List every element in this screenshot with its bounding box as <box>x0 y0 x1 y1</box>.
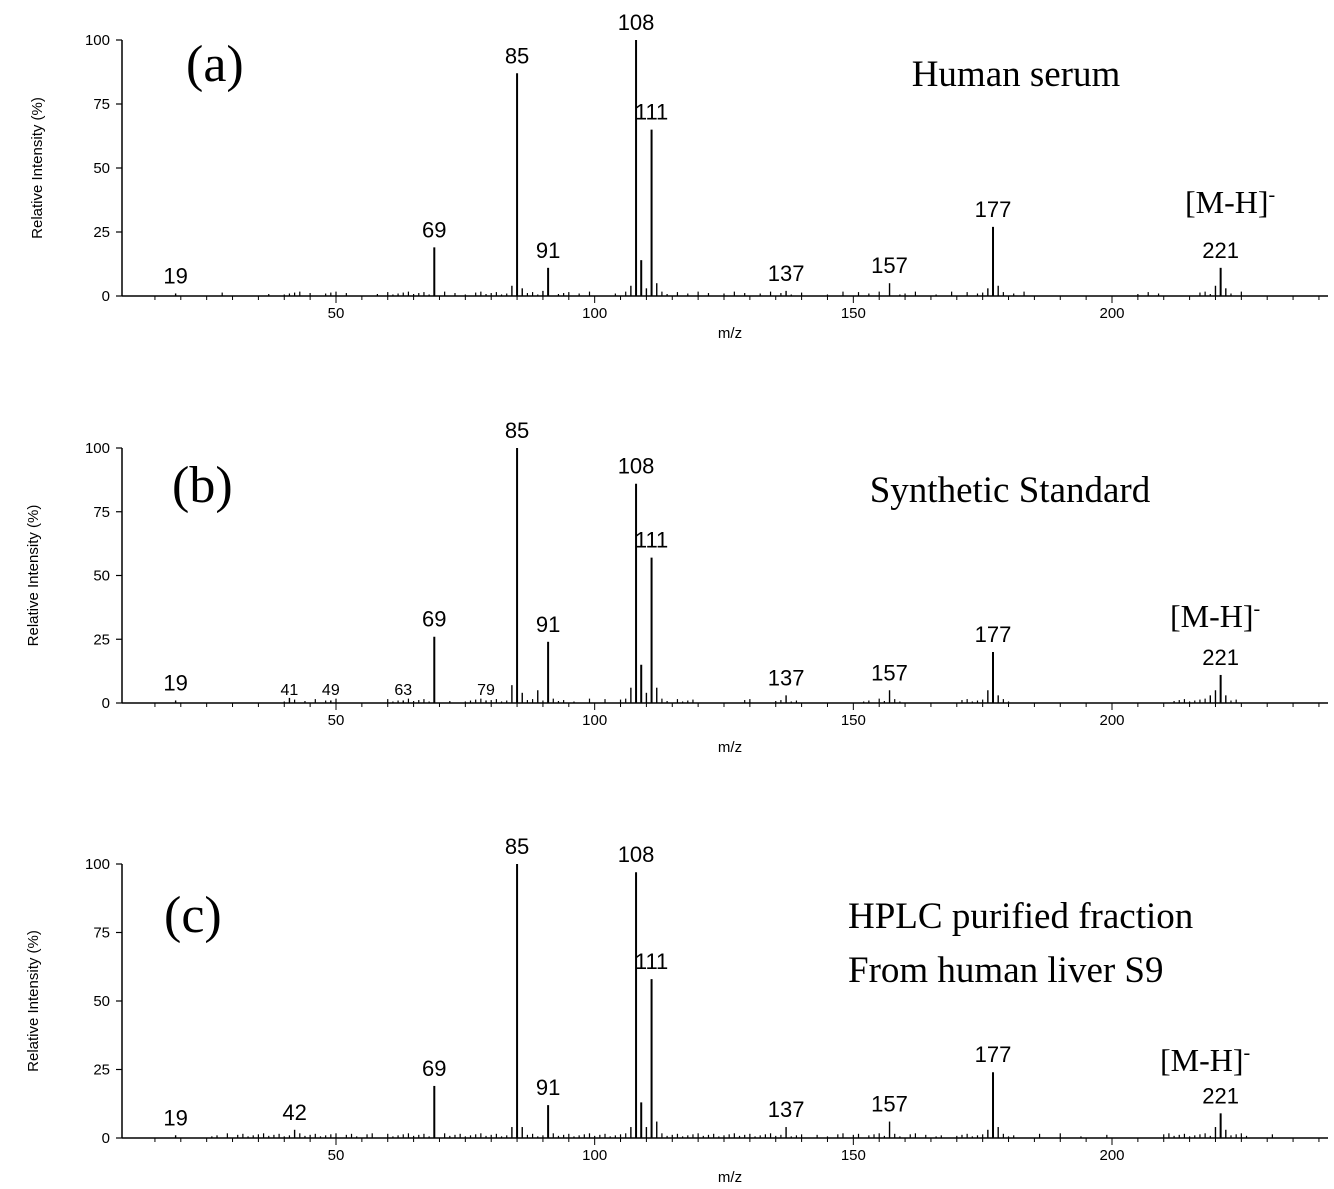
peak-label: 85 <box>505 834 529 859</box>
panel-title: HPLC purified fraction <box>848 896 1193 937</box>
peak-label: 69 <box>422 1056 446 1081</box>
peak-label: 108 <box>618 454 655 479</box>
x-axis-label: m/z <box>718 739 742 756</box>
x-tick-label: 50 <box>328 712 345 729</box>
y-tick-label: 25 <box>93 631 110 648</box>
peak-label: 69 <box>422 607 446 632</box>
peak-label: 85 <box>505 418 529 443</box>
peak-label: 63 <box>394 682 412 699</box>
x-tick-label: 50 <box>328 1147 345 1164</box>
x-tick-label: 150 <box>841 712 866 729</box>
peak-label: 137 <box>768 261 805 286</box>
ion-label-superscript: - <box>1254 598 1261 620</box>
peak-label: 85 <box>505 43 529 68</box>
x-tick-label: 100 <box>582 1147 607 1164</box>
y-tick-label: 75 <box>93 96 110 113</box>
peak-label: 49 <box>322 682 340 699</box>
spectrum-panel-b: 0 25 50 75 100 50 100 150 200 m/z Relative Intensi… <box>25 418 1328 756</box>
peak-label: 91 <box>536 612 560 637</box>
peak-label: 111 <box>635 949 668 974</box>
peak-label: 42 <box>282 1100 306 1125</box>
x-tick-label: 200 <box>1099 1147 1124 1164</box>
ion-label: [M-H]- <box>1170 598 1260 634</box>
y-tick-label: 100 <box>85 440 110 457</box>
panel-title: Synthetic Standard <box>870 470 1151 511</box>
y-tick-label: 100 <box>85 32 110 49</box>
y-tick-label: 0 <box>102 288 110 305</box>
peak-label: 69 <box>422 217 446 242</box>
peak-label: 177 <box>975 1042 1012 1067</box>
peak-label: 19 <box>163 670 187 695</box>
peak-label: 157 <box>871 1092 908 1117</box>
y-tick-label: 50 <box>93 160 110 177</box>
panel-letter: (b) <box>172 457 233 514</box>
peak-label: 91 <box>536 238 560 263</box>
y-tick-label: 0 <box>102 1130 110 1147</box>
peak-label: 157 <box>871 253 908 278</box>
x-tick-label: 50 <box>328 305 345 322</box>
peak-label: 111 <box>635 528 668 553</box>
y-tick-label: 50 <box>93 568 110 585</box>
peak-label: 221 <box>1202 238 1239 263</box>
peak-label: 157 <box>871 660 908 685</box>
peak-label: 108 <box>618 842 655 867</box>
y-tick-label: 75 <box>93 925 110 942</box>
ion-label: [M-H]- <box>1185 184 1275 220</box>
peak-label: 221 <box>1202 1083 1239 1108</box>
peak-label: 19 <box>163 1105 187 1130</box>
ion-label-text: [M-H] <box>1170 598 1254 634</box>
peak-label: 19 <box>163 263 187 288</box>
peak-label: 177 <box>975 197 1012 222</box>
peak-label: 221 <box>1202 645 1239 670</box>
y-tick-label: 75 <box>93 504 110 521</box>
ion-label-superscript: - <box>1269 184 1276 206</box>
peak-label: 111 <box>635 100 668 125</box>
x-axis-label: m/z <box>718 325 742 342</box>
panel-letter: (c) <box>164 887 222 944</box>
y-tick-label: 100 <box>85 856 110 873</box>
x-tick-label: 150 <box>841 305 866 322</box>
x-axis-label: m/z <box>718 1169 742 1186</box>
y-tick-label: 0 <box>102 695 110 712</box>
ion-label: [M-H]- <box>1160 1042 1250 1078</box>
peak-label: 137 <box>768 665 805 690</box>
y-tick-label: 50 <box>93 993 110 1010</box>
spectrum-panel-a: 0 25 50 75 100 50 100 150 200 m/z Relative Intensi… <box>29 10 1328 342</box>
peak-label: 91 <box>536 1075 560 1100</box>
ion-label-superscript: - <box>1244 1042 1251 1064</box>
peak-label: 41 <box>281 682 299 699</box>
panel-title: From human liver S9 <box>848 950 1164 991</box>
ion-label-text: [M-H] <box>1160 1042 1244 1078</box>
peak-label: 177 <box>975 622 1012 647</box>
ion-label-text: [M-H] <box>1185 184 1269 220</box>
peak-label: 108 <box>618 10 655 35</box>
panel-title: Human serum <box>912 54 1121 95</box>
y-tick-label: 25 <box>93 1062 110 1079</box>
x-tick-label: 200 <box>1099 712 1124 729</box>
y-tick-label: 25 <box>93 224 110 241</box>
y-axis-label: Relative Intensity (%) <box>25 505 42 647</box>
peak-label: 79 <box>477 682 495 699</box>
panel-letter: (a) <box>186 36 244 93</box>
x-tick-label: 100 <box>582 305 607 322</box>
x-tick-label: 100 <box>582 712 607 729</box>
x-tick-label: 150 <box>841 1147 866 1164</box>
y-axis-label: Relative Intensity (%) <box>25 930 42 1072</box>
spectrum-panel-c: 0 25 50 75 100 50 100 150 200 m/z Relative Intensi… <box>25 834 1328 1186</box>
peak-label: 137 <box>768 1097 805 1122</box>
x-tick-label: 200 <box>1099 305 1124 322</box>
y-axis-label: Relative Intensity (%) <box>29 97 46 239</box>
